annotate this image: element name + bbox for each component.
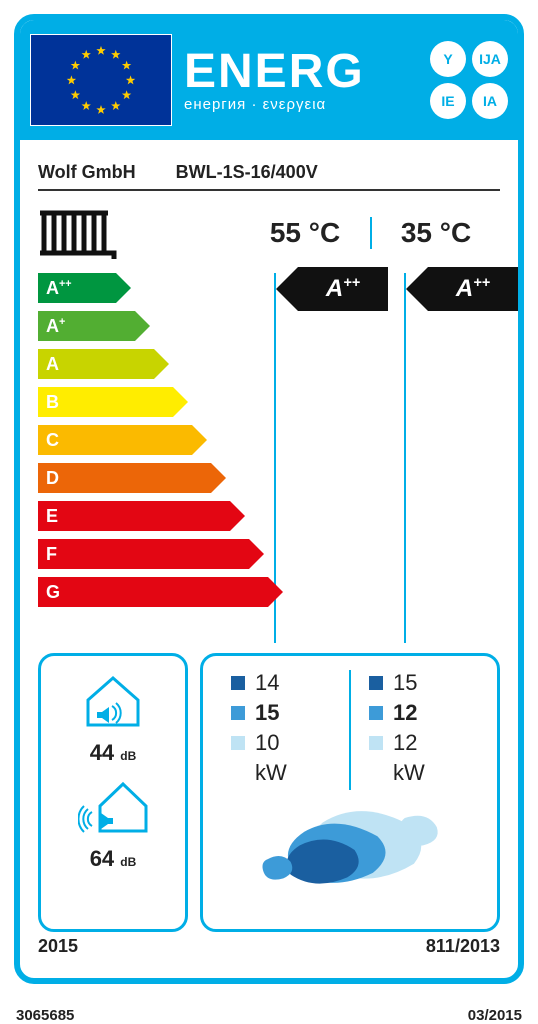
energ-title-block: ENERG енергия · ενεργεια (184, 48, 418, 113)
power-unit: kW (393, 760, 425, 786)
temp-low: 35 °C (370, 217, 500, 249)
efficiency-bar: B (38, 387, 173, 417)
temp-high: 55 °C (240, 217, 370, 249)
efficiency-bar: E (38, 501, 230, 531)
efficiency-bar: G (38, 577, 268, 607)
rating-tag-low: A++ (428, 267, 518, 311)
indoor-sound-icon (78, 670, 148, 730)
meta-row: Wolf GmbH BWL-1S-16/400V (20, 140, 518, 189)
power-val: 15 (393, 670, 417, 696)
outdoor-db: 64 dB (90, 846, 137, 872)
efficiency-bar: A++ (38, 273, 116, 303)
sound-box: 44 dB 64 dB (38, 653, 188, 932)
power-col-high: 14 15 10 kW (213, 670, 349, 790)
rating-tag-high: A++ (298, 267, 388, 311)
doc-number: 3065685 (16, 1007, 74, 1024)
year-regulation-row: 2015 811/2013 (20, 932, 518, 957)
manufacturer: Wolf GmbH (38, 162, 136, 183)
lang-circle: IA (472, 83, 508, 119)
energy-label-frame: ENERG енергия · ενεργεια Y IJA IE IA Wol… (14, 14, 524, 984)
efficiency-bar: A (38, 349, 154, 379)
year: 2015 (38, 936, 78, 957)
efficiency-bar: C (38, 425, 192, 455)
lang-circle: Y (430, 41, 466, 77)
radiator-icon (38, 205, 118, 261)
eu-flag (30, 34, 172, 126)
power-val: 14 (255, 670, 279, 696)
power-val: 12 (393, 730, 417, 756)
power-unit: kW (255, 760, 287, 786)
lang-circles: Y IJA IE IA (430, 41, 508, 119)
header-band: ENERG енергия · ενεργεια Y IJA IE IA (20, 20, 518, 140)
footer-row: 3065685 03/2015 (14, 1003, 524, 1024)
energ-title: ENERG (184, 48, 418, 96)
power-val: 15 (255, 700, 279, 726)
lang-circle: IE (430, 83, 466, 119)
europe-map-icon (213, 790, 487, 910)
doc-date: 03/2015 (468, 1007, 522, 1024)
column-divider (404, 273, 406, 643)
outdoor-sound-icon (78, 776, 148, 836)
power-val: 12 (393, 700, 417, 726)
indoor-db: 44 dB (90, 740, 137, 766)
eu-stars (31, 35, 171, 126)
bottom-boxes: 44 dB 64 dB 14 15 10 kW 15 1 (20, 643, 518, 932)
model-number: BWL-1S-16/400V (176, 162, 318, 183)
temperature-row: 55 °C 35 °C (20, 191, 518, 273)
power-col-low: 15 12 12 kW (349, 670, 487, 790)
efficiency-bar: A+ (38, 311, 135, 341)
efficiency-bar: D (38, 463, 211, 493)
lang-circle: IJA (472, 41, 508, 77)
regulation: 811/2013 (426, 936, 500, 957)
efficiency-chart: A++A+ABCDEFG A++ A++ (20, 273, 518, 643)
energ-subtitle: енергия · ενεργεια (184, 96, 418, 113)
power-box: 14 15 10 kW 15 12 12 kW (200, 653, 500, 932)
efficiency-bar: F (38, 539, 249, 569)
power-val: 10 (255, 730, 279, 756)
